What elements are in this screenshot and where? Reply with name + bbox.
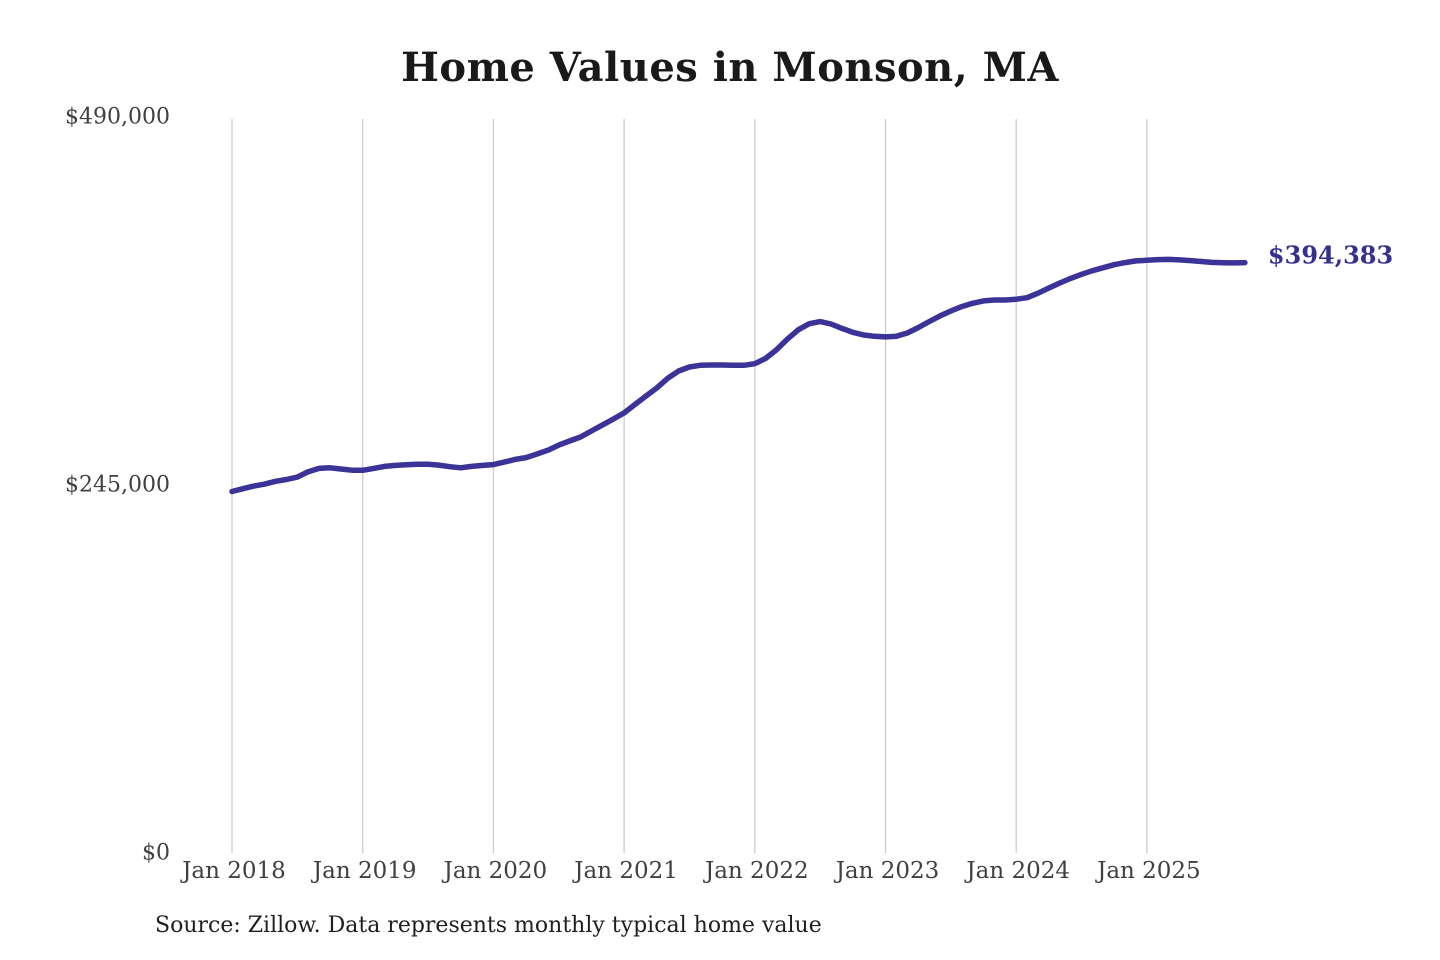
- x-tick-label: Jan 2018: [182, 858, 286, 884]
- year-gridlines: [231, 119, 1148, 853]
- source-note: Source: Zillow. Data represents monthly …: [155, 913, 822, 938]
- x-tick-label: Jan 2025: [1097, 858, 1201, 884]
- x-tick-label: Jan 2020: [443, 858, 548, 884]
- x-tick-label: Jan 2019: [312, 858, 417, 884]
- x-tick-label: Jan 2021: [574, 858, 678, 884]
- chart-title: Home Values in Monson, MA: [401, 44, 1059, 91]
- current-value-label: $394,383: [1267, 240, 1394, 270]
- y-tick-label: $0: [142, 840, 170, 866]
- x-tick-label: Jan 2022: [705, 858, 809, 884]
- y-tick-label: $245,000: [65, 472, 170, 498]
- y-tick-label: $490,000: [65, 104, 170, 130]
- x-tick-label: Jan 2023: [835, 858, 940, 884]
- x-tick-label: Jan 2024: [966, 858, 1070, 884]
- home-value-line: [229, 256, 1248, 495]
